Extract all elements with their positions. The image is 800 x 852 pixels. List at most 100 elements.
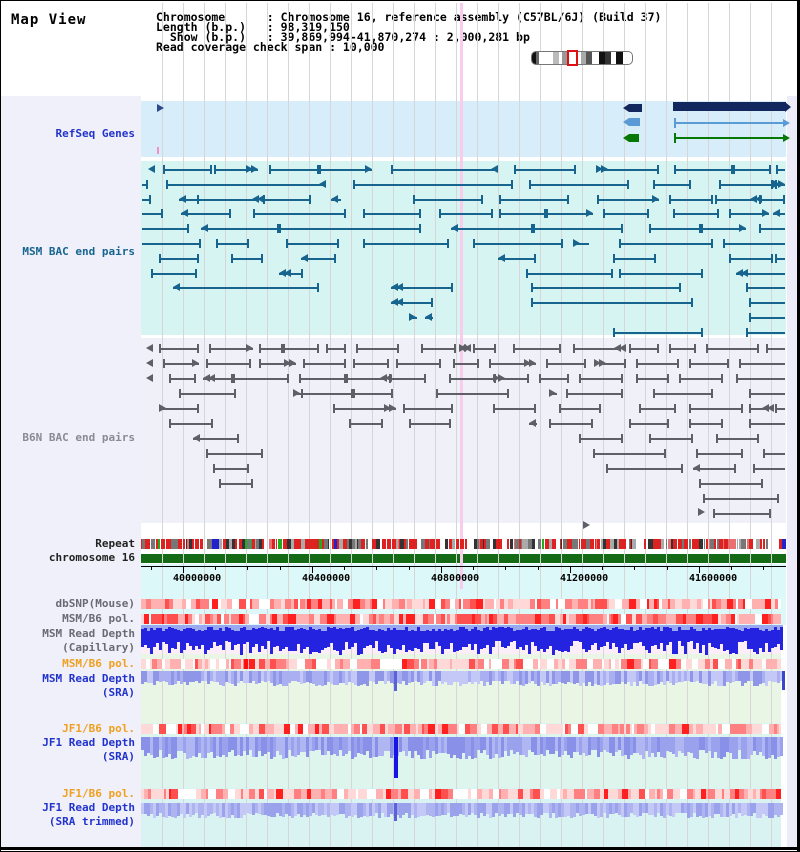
msm-bac-segment[interactable] <box>279 269 303 278</box>
msm-bac-segment[interactable] <box>619 239 713 248</box>
msm-bac-segment[interactable] <box>142 180 148 189</box>
msm-bac-segment[interactable] <box>653 180 691 189</box>
msm-bac-segment[interactable] <box>331 195 341 204</box>
track-label-sra[interactable]: (SRA) <box>101 750 135 763</box>
b6n-bac-segment[interactable] <box>449 374 496 383</box>
b6n-bac-segment[interactable] <box>766 344 785 353</box>
msm-bac-segment[interactable] <box>214 165 258 174</box>
msm-bac-segment[interactable] <box>163 165 212 174</box>
b6n-bac-segment[interactable] <box>693 464 736 473</box>
b6n-bac-segment[interactable] <box>566 389 623 398</box>
b6n-bac-segment[interactable] <box>549 419 593 428</box>
msm-bac-segment[interactable] <box>263 195 311 204</box>
track-label-msm-b6-pol[interactable]: MSM/B6 pol. <box>62 657 135 670</box>
msm-bac-segment[interactable] <box>473 239 563 248</box>
chromosome-ideogram[interactable] <box>531 51 633 65</box>
b6n-bac-segment[interactable] <box>259 344 283 353</box>
msm-bac-segment[interactable] <box>253 209 346 218</box>
msm-bac-segment[interactable] <box>173 283 319 292</box>
refseq-gene-bar[interactable] <box>673 102 791 112</box>
b6n-bac-segment[interactable] <box>749 419 785 428</box>
refseq-gene-line[interactable] <box>674 118 790 128</box>
msm-bac-segment[interactable] <box>499 195 569 204</box>
b6n-bac-segment[interactable] <box>559 404 601 413</box>
msm-bac-segment[interactable] <box>723 239 785 248</box>
b6n-bac-segment[interactable] <box>206 449 263 458</box>
b6n-bac-segment[interactable] <box>489 359 536 368</box>
refseq-start-arrow-icon[interactable] <box>157 104 164 112</box>
b6n-bac-segment[interactable] <box>403 404 453 413</box>
b6n-bac-segment[interactable] <box>333 404 396 413</box>
b6n-bac-segment[interactable] <box>753 464 785 473</box>
msm-bac-segment[interactable] <box>409 313 417 322</box>
b6n-bac-segment[interactable] <box>283 344 319 353</box>
b6n-bac-segment[interactable] <box>739 359 785 368</box>
msm-bac-segment[interactable] <box>391 298 433 307</box>
b6n-bac-segment[interactable] <box>763 449 785 458</box>
b6n-bac-segment[interactable] <box>349 419 383 428</box>
track-label-sra[interactable]: (SRA) <box>101 686 135 699</box>
b6n-bac-segment[interactable] <box>169 374 196 383</box>
msm-bac-segment[interactable] <box>613 254 656 263</box>
b6n-bac-segment[interactable] <box>689 404 743 413</box>
msm-bac-segment[interactable] <box>775 254 785 263</box>
b6n-bac-segment[interactable] <box>473 344 496 353</box>
msm-bac-segment[interactable] <box>439 209 493 218</box>
msm-bac-segment[interactable] <box>279 224 421 233</box>
b6n-bac-segment[interactable] <box>539 374 569 383</box>
track-label-capillary[interactable]: (Capillary) <box>62 641 135 654</box>
msm-bac-segment[interactable] <box>773 209 785 218</box>
b6n-bac-segment[interactable] <box>301 389 353 398</box>
msm-bac-segment[interactable] <box>674 165 733 174</box>
b6n-bac-segment[interactable] <box>549 389 557 398</box>
msm-bac-segment[interactable] <box>533 224 623 233</box>
msm-bac-segment[interactable] <box>166 180 326 189</box>
b6n-bac-segment[interactable] <box>159 404 199 413</box>
track-label-jf1-b6-pol[interactable]: JF1/B6 pol. <box>62 722 135 735</box>
msm-bac-segment[interactable] <box>499 209 546 218</box>
msm-bac-segment[interactable] <box>701 224 746 233</box>
msm-bac-segment[interactable] <box>231 254 263 263</box>
refseq-gene-block[interactable] <box>623 118 640 126</box>
b6n-bac-segment[interactable] <box>636 359 679 368</box>
msm-bac-segment[interactable] <box>353 180 513 189</box>
msm-bac-segment[interactable] <box>673 209 719 218</box>
refseq-gene-block[interactable] <box>623 134 639 142</box>
msm-bac-segment[interactable] <box>142 209 163 218</box>
b6n-bac-segment[interactable] <box>193 434 239 443</box>
msm-bac-segment[interactable] <box>201 224 279 233</box>
msm-bac-segment[interactable] <box>759 195 785 204</box>
msm-bac-segment[interactable] <box>159 254 199 263</box>
msm-bac-segment[interactable] <box>498 254 536 263</box>
b6n-bac-segment[interactable] <box>593 449 666 458</box>
track-label-msm-b6-pol[interactable]: MSM/B6 pol. <box>62 612 135 625</box>
b6n-bac-segment[interactable] <box>206 359 251 368</box>
b6n-bac-segment[interactable] <box>696 449 743 458</box>
b6n-bac-segment[interactable] <box>579 374 623 383</box>
b6n-bac-segment[interactable] <box>579 434 623 443</box>
b6n-bac-segment[interactable] <box>209 344 253 353</box>
track-label-refseq-genes[interactable]: RefSeq Genes <box>55 127 135 140</box>
b6n-bac-segment[interactable] <box>213 464 249 473</box>
b6n-bac-segment[interactable] <box>706 344 759 353</box>
b6n-bac-segment[interactable] <box>346 374 392 383</box>
msm-bac-segment[interactable] <box>151 269 197 278</box>
msm-bac-segment[interactable] <box>529 180 629 189</box>
b6n-bac-segment[interactable] <box>353 359 389 368</box>
b6n-bac-segment[interactable] <box>219 479 253 488</box>
b6n-bac-segment[interactable] <box>353 389 393 398</box>
track-label-sra-trimmed[interactable]: (SRA trimmed) <box>48 815 135 828</box>
msm-bac-segment[interactable] <box>142 224 189 233</box>
b6n-bac-segment[interactable] <box>513 344 561 353</box>
track-label-jf1-read-depth[interactable]: JF1 Read Depth <box>42 736 135 749</box>
msm-bac-segment[interactable] <box>363 209 421 218</box>
b6n-bac-segment[interactable] <box>699 479 763 488</box>
b6n-bac-segment[interactable] <box>259 359 296 368</box>
b6n-bac-segment[interactable] <box>493 374 529 383</box>
b6n-bac-segment[interactable] <box>639 404 676 413</box>
msm-bac-segment[interactable] <box>301 254 336 263</box>
msm-bac-segment[interactable] <box>269 165 319 174</box>
b6n-bac-segment[interactable] <box>606 464 683 473</box>
msm-bac-segment[interactable] <box>286 239 339 248</box>
msm-bac-segment[interactable] <box>197 195 264 204</box>
